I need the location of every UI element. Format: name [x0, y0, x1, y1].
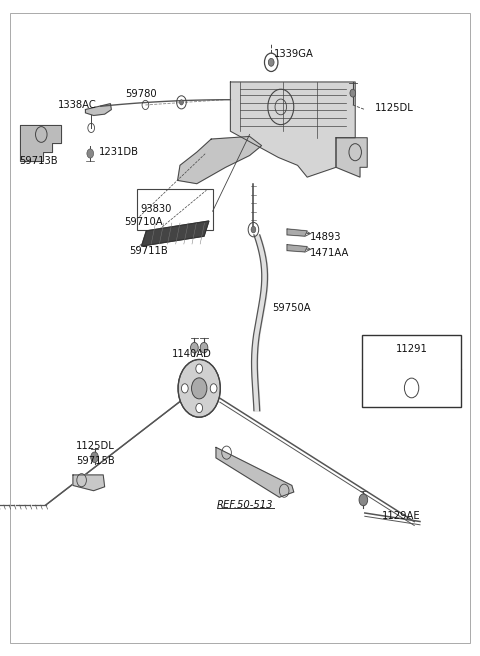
Text: REF.50-513: REF.50-513 [217, 500, 274, 510]
Polygon shape [336, 138, 367, 177]
Text: 1140AD: 1140AD [172, 349, 212, 359]
Text: 1231DB: 1231DB [98, 147, 138, 157]
Text: 59710A: 59710A [124, 216, 162, 227]
Text: 14893: 14893 [310, 232, 341, 243]
Circle shape [178, 359, 220, 417]
Text: 59711B: 59711B [130, 246, 168, 256]
Polygon shape [216, 447, 294, 497]
Polygon shape [178, 136, 262, 184]
Circle shape [181, 384, 188, 393]
Text: 1471AA: 1471AA [310, 248, 349, 258]
Text: 1338AC: 1338AC [58, 100, 96, 110]
Circle shape [200, 342, 208, 353]
Text: 11291: 11291 [396, 344, 427, 354]
Circle shape [350, 89, 356, 97]
Text: 1125DL: 1125DL [374, 102, 413, 113]
Bar [362, 335, 461, 407]
Polygon shape [142, 221, 209, 246]
Polygon shape [287, 229, 307, 236]
Polygon shape [20, 125, 61, 161]
Text: 59750A: 59750A [273, 303, 311, 314]
Text: 1339GA: 1339GA [274, 49, 313, 59]
Circle shape [87, 149, 94, 158]
Text: 59715B: 59715B [76, 455, 115, 466]
Circle shape [180, 100, 183, 105]
Circle shape [251, 226, 256, 233]
Text: 59713B: 59713B [19, 156, 58, 167]
Text: 1129AE: 1129AE [382, 511, 420, 522]
Circle shape [359, 494, 368, 506]
Circle shape [196, 364, 203, 373]
Text: 1125DL: 1125DL [76, 441, 115, 451]
Circle shape [210, 384, 217, 393]
Circle shape [192, 378, 207, 399]
Text: 59780: 59780 [125, 89, 156, 99]
Polygon shape [73, 475, 105, 491]
Circle shape [91, 452, 98, 462]
Bar [137, 189, 213, 230]
Circle shape [268, 58, 274, 66]
Polygon shape [85, 104, 111, 115]
Circle shape [196, 403, 203, 413]
Polygon shape [230, 82, 355, 177]
Text: 93830: 93830 [140, 203, 171, 214]
Polygon shape [287, 245, 307, 252]
Circle shape [191, 342, 198, 353]
